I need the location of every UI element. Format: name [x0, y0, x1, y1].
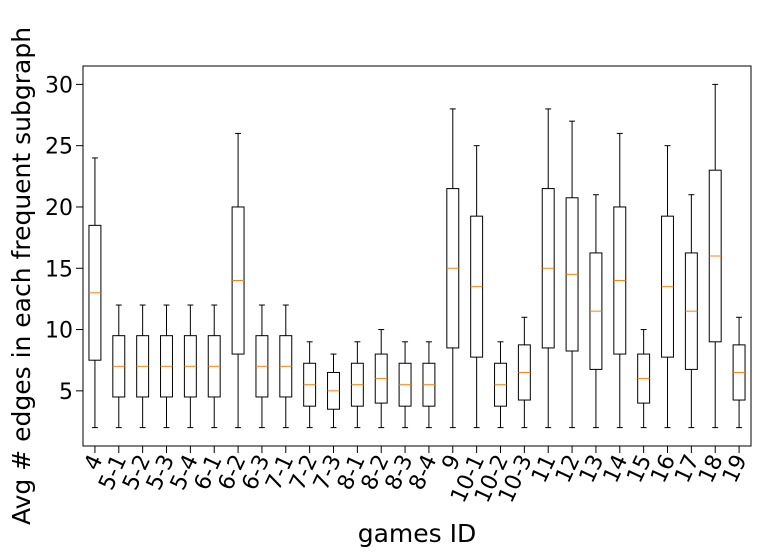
box-5-2 — [136, 304, 150, 429]
box-8-4 — [422, 341, 436, 429]
box-10-3 — [517, 316, 531, 429]
x-axis-label: games ID — [358, 519, 477, 548]
box-18 — [708, 83, 722, 429]
box-4 — [88, 157, 102, 429]
box-5-1 — [112, 304, 126, 429]
y-tick-label: 5 — [59, 380, 73, 405]
box-6-2 — [231, 132, 245, 429]
box-8-3 — [398, 341, 412, 429]
box-6-1 — [207, 304, 221, 429]
box-5-3 — [160, 304, 173, 429]
box-14 — [613, 132, 627, 429]
x-tick-label: 19 — [718, 451, 752, 487]
box-5-4 — [183, 304, 197, 429]
y-tick-label: 25 — [45, 135, 73, 160]
box-7-2 — [303, 341, 317, 429]
box-11 — [541, 108, 555, 429]
box-16 — [661, 145, 674, 429]
box-12 — [565, 120, 579, 429]
x-tick-label: 8-4 — [405, 451, 443, 494]
box-8-1 — [350, 341, 364, 429]
y-tick-label: 10 — [45, 319, 73, 344]
box-9 — [446, 108, 460, 429]
box-19 — [732, 316, 746, 429]
y-tick-label: 20 — [45, 196, 73, 221]
box-17 — [684, 194, 698, 429]
plot-frame — [82, 65, 752, 447]
y-axis-label: Avg # edges in each frequent subgraph — [7, 27, 36, 525]
box-6-3 — [255, 304, 269, 429]
box-7-1 — [279, 304, 293, 429]
box-15 — [637, 329, 651, 429]
box-7-3 — [327, 353, 340, 429]
box-8-2 — [374, 329, 388, 429]
y-axis: 5 10 15 20 25 30 — [45, 73, 83, 405]
y-tick-label: 30 — [45, 73, 73, 98]
box-10-1 — [470, 145, 484, 429]
x-axis: 45-15-25-35-46-16-26-37-17-27-38-18-28-3… — [80, 446, 753, 507]
box-10-2 — [494, 341, 507, 429]
y-tick-label: 15 — [45, 257, 73, 282]
plot-area — [88, 83, 746, 429]
box-13 — [589, 194, 603, 429]
